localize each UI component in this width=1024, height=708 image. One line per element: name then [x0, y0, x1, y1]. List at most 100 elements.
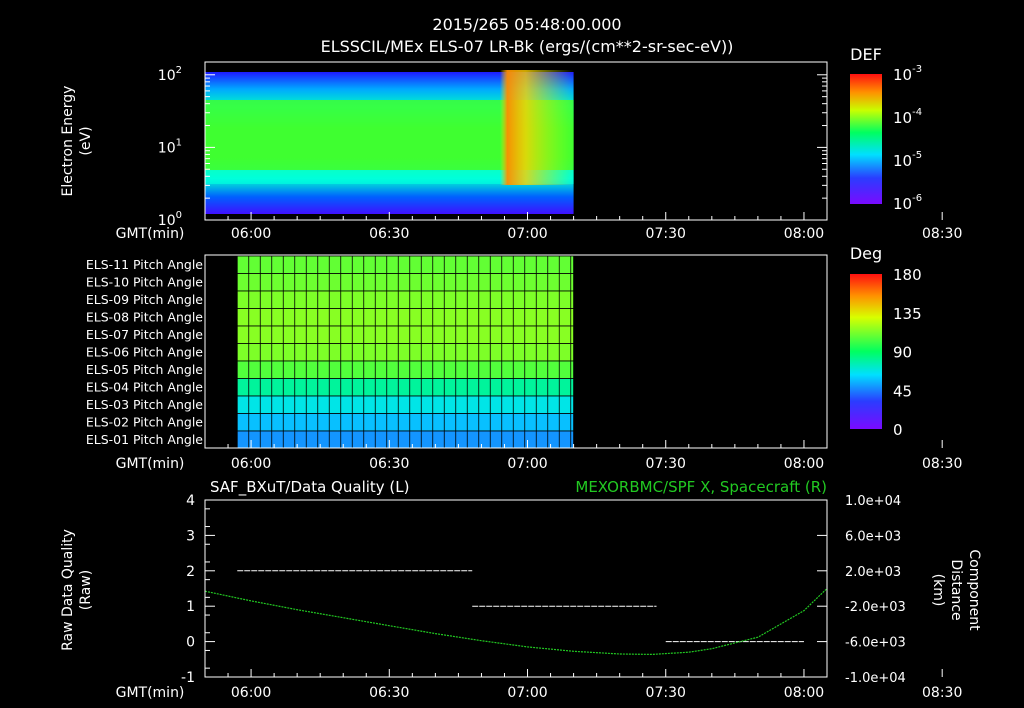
quality-left-tick-label: 3 — [186, 528, 195, 544]
quality-right-ylabel-line2: Distance — [948, 559, 964, 620]
quality-left-tick-label: 0 — [186, 635, 195, 651]
def-colorbar-tick-label: 10-6 — [893, 193, 922, 213]
pitch-angle-row — [236, 378, 574, 397]
deg-colorbar-title: Deg — [850, 244, 882, 263]
spectrogram-ytick-exp: 1 — [176, 137, 182, 148]
pitch-angle-xtick-label: 08:30 — [922, 456, 962, 472]
deg-colorbar — [850, 274, 882, 429]
pitch-angle-row-label: ELS-02 Pitch Angle — [86, 415, 203, 430]
quality-xtick-label: 06:00 — [231, 685, 271, 701]
quality-xaxis-label: GMT(min) — [116, 685, 185, 701]
quality-right-ylabel-line1: Component — [966, 549, 982, 631]
quality-right-tick-label: 1.0e+04 — [845, 494, 901, 509]
def-colorbar-tick-label: 10-4 — [893, 107, 922, 127]
quality-plot-area — [205, 500, 827, 677]
spectrogram-image — [205, 70, 574, 214]
spectrogram-ytick-exp: 2 — [176, 65, 182, 76]
quality-xtick-label: 07:00 — [507, 685, 547, 701]
pitch-angle-row — [236, 290, 574, 309]
pitch-angle-xtick-label: 06:00 — [231, 456, 271, 472]
def-colorbar-title: DEF — [850, 45, 882, 64]
pitch-angle-frame — [204, 254, 828, 449]
spectrogram-ytick-exp: 0 — [176, 210, 182, 221]
spectrogram-xtick-label: 08:30 — [922, 226, 962, 242]
pitch-angle-xtick-label: 06:30 — [369, 456, 409, 472]
deg-colorbar-tick-label: 45 — [893, 382, 912, 400]
pitch-angle-row-label: ELS-08 Pitch Angle — [86, 310, 203, 325]
pitch-angle-xtick-label: 07:30 — [646, 456, 686, 472]
quality-right-tick-label: -2.0e+03 — [845, 600, 906, 615]
spectrogram-ytick-label: 102 — [158, 65, 182, 84]
pitch-angle-row — [236, 325, 574, 344]
quality-left-tick-label: 4 — [186, 493, 195, 509]
quality-left-tick-label: 1 — [186, 599, 195, 615]
quality-right-tick-label: -1.0e+04 — [845, 671, 906, 686]
pitch-angle-row-label: ELS-06 Pitch Angle — [86, 345, 203, 360]
spectrogram-xtick-label: 07:30 — [646, 226, 686, 242]
pitch-angle-row-label: ELS-07 Pitch Angle — [86, 327, 203, 342]
pitch-angle-panel: ELS-11 Pitch Angle ELS-10 Pitch Angle ELS-… — [86, 244, 963, 472]
quality-xtick-label: 08:30 — [922, 685, 962, 701]
quality-left-ylabel-line1: Raw Data Quality — [60, 529, 76, 651]
deg-colorbar-tick-label: 180 — [893, 266, 922, 284]
spectrogram-frame — [204, 61, 828, 221]
deg-colorbar-tick-label: 0 — [893, 421, 903, 439]
quality-right-title: MEXORBMC/SPF X, Spacecraft (R) — [575, 478, 827, 496]
deg-colorbar-tick-label: 135 — [893, 305, 922, 323]
pitch-angle-row — [236, 360, 574, 379]
spectrogram-ylabel-line2: (eV) — [78, 126, 94, 155]
pitch-angle-row-label: ELS-01 Pitch Angle — [86, 432, 203, 447]
pitch-angle-row — [236, 255, 574, 274]
quality-left-tick-label: -1 — [181, 670, 195, 686]
def-colorbar — [850, 74, 882, 204]
pitch-angle-row — [236, 430, 574, 449]
pitch-angle-row-label: ELS-10 Pitch Angle — [86, 275, 203, 290]
quality-left-title: SAF_BXuT/Data Quality (L) — [210, 478, 410, 497]
quality-xtick-label: 07:30 — [646, 685, 686, 701]
def-colorbar-tick-label: 10-5 — [893, 150, 922, 170]
spectrogram-burst — [500, 70, 574, 185]
quality-right-tick-label: -6.0e+03 — [845, 636, 906, 651]
quality-left-tick-label: 2 — [186, 564, 195, 580]
spectrogram-xtick-label: 08:00 — [784, 226, 824, 242]
quality-xtick-label: 06:30 — [369, 685, 409, 701]
plot-title: ELSSCIL/MEx ELS-07 LR-Bk (ergs/(cm**2-sr… — [321, 37, 734, 56]
pitch-angle-row-label: ELS-09 Pitch Angle — [86, 292, 203, 307]
pitch-angle-row-label: ELS-05 Pitch Angle — [86, 362, 203, 377]
pitch-angle-row-label: ELS-04 Pitch Angle — [86, 380, 203, 395]
def-colorbar-tick-exp: -4 — [912, 107, 922, 118]
pitch-angle-row-label: ELS-11 Pitch Angle — [86, 257, 203, 272]
def-colorbar-tick-exp: -5 — [912, 150, 922, 161]
deg-colorbar-tick-label: 90 — [893, 344, 912, 362]
pitch-angle-row — [236, 308, 574, 327]
quality-right-tick-label: 2.0e+03 — [845, 565, 901, 580]
def-colorbar-tick-exp: -3 — [912, 64, 922, 75]
spectrogram-ylabel-line1: Electron Energy — [60, 86, 76, 197]
pitch-angle-row — [236, 273, 574, 292]
quality-frame — [204, 499, 828, 678]
timestamp: 2015/265 05:48:00.000 — [432, 15, 621, 34]
quality-xtick-label: 08:00 — [784, 685, 824, 701]
pitch-angle-row — [236, 343, 574, 362]
pitch-angle-row — [236, 413, 574, 432]
spectrogram-xtick-label: 06:30 — [369, 226, 409, 242]
pitch-angle-xaxis-label: GMT(min) — [116, 456, 185, 472]
spectrogram-xtick-label: 06:00 — [231, 226, 271, 242]
spectrogram-xaxis-label: GMT(min) — [116, 226, 185, 242]
quality-left-ylabel-line2: (Raw) — [78, 570, 94, 610]
pitch-angle-xtick-label: 07:00 — [507, 456, 547, 472]
def-colorbar-tick-label: 10-3 — [893, 64, 922, 84]
spectrogram-xtick-label: 07:00 — [507, 226, 547, 242]
quality-right-ylabel-line3: (km) — [930, 574, 946, 607]
spectrogram-lowenergy-band — [205, 170, 574, 184]
spectrogram-ytick-label: 101 — [158, 137, 182, 156]
quality-right-tick-label: 6.0e+03 — [845, 529, 901, 544]
distance-series-line — [204, 588, 828, 656]
quality-panel: SAF_BXuT/Data Quality (L) MEXORBMC/SPF X… — [60, 478, 982, 701]
pitch-angle-row — [236, 395, 574, 414]
pitch-angle-row-label: ELS-03 Pitch Angle — [86, 397, 203, 412]
def-colorbar-tick-exp: -6 — [912, 193, 922, 204]
pitch-angle-xtick-label: 08:00 — [784, 456, 824, 472]
